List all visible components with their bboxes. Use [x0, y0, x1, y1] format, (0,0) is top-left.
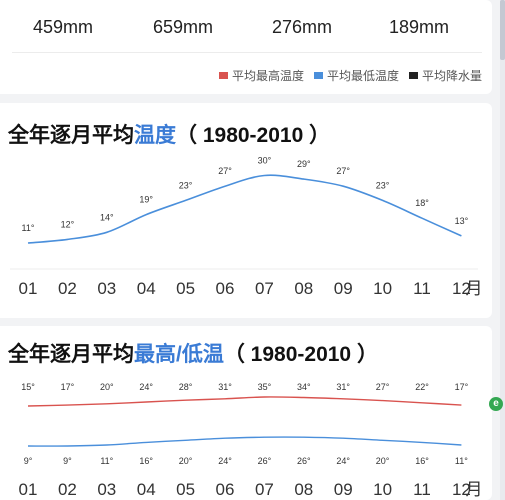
- high-data-label: 34°: [297, 382, 311, 392]
- high-low-temp-chart: 15° 17° 20° 24° 28° 31° 35° 34° 31° 27° 22° 17° 9° 9°…: [19, 382, 483, 499]
- low-data-label: 20°: [376, 456, 390, 466]
- x-tick-label: 02: [58, 279, 77, 298]
- x-tick-label: 09: [334, 279, 353, 298]
- low-data-label: 11°: [100, 456, 113, 466]
- divider: [12, 52, 482, 53]
- high-data-label: 31°: [336, 382, 350, 392]
- avg-temp-chart: 11° 12° 14° 19° 23° 27° 30° 29° 27° 23° 18° 13° 01 02…: [10, 156, 483, 298]
- high-temp-line: [27, 396, 462, 407]
- legend-label: 平均最低温度: [326, 69, 399, 83]
- data-label: 13°: [455, 216, 469, 226]
- legend-item-precip[interactable]: 平均降水量: [408, 67, 482, 84]
- low-data-label: 9°: [24, 456, 33, 466]
- x-tick-label: 04: [137, 480, 156, 499]
- high-data-label: 31°: [218, 382, 232, 392]
- x-tick-label: 11: [413, 480, 431, 499]
- data-label: 11°: [22, 223, 35, 233]
- legend-swatch-high: [218, 72, 228, 79]
- x-tick-label: 06: [216, 279, 235, 298]
- precip-value: 189mm: [389, 17, 450, 37]
- x-tick-label: 07: [255, 279, 274, 298]
- data-label: 23°: [179, 180, 193, 190]
- x-tick-label: 04: [137, 279, 156, 298]
- x-tick-label: 05: [176, 480, 195, 499]
- low-data-label: 16°: [415, 456, 429, 466]
- data-label: 29°: [297, 159, 311, 169]
- precip-value: 659mm: [153, 17, 214, 37]
- x-tick-label: 01: [19, 279, 38, 298]
- data-label: 27°: [218, 166, 232, 176]
- legend-label: 平均最高温度: [231, 69, 304, 83]
- title-prefix: 全年逐月平均: [8, 343, 134, 366]
- precipitation-card: 459mm 659mm 276mm 189mm 平均最高温度 平均最低温度 平均…: [0, 0, 492, 94]
- chart-legend: 平均最高温度 平均最低温度 平均降水量: [218, 67, 482, 84]
- high-data-label: 15°: [21, 382, 35, 392]
- data-label: 30°: [258, 156, 272, 166]
- x-tick-label: 07: [255, 480, 274, 499]
- high-data-label: 28°: [179, 382, 193, 392]
- high-low-temp-card: 全年逐月平均最高/低温（ 1980-2010 ） 15° 17° 20° 24° 28°…: [0, 326, 492, 500]
- x-tick-label: 12: [452, 480, 471, 499]
- data-label: 14°: [100, 212, 114, 222]
- high-data-label: 27°: [376, 382, 390, 392]
- title-suffix: （ 1980-2010 ）: [223, 343, 378, 366]
- low-data-label: 11°: [455, 456, 468, 466]
- legend-item-low[interactable]: 平均最低温度: [313, 67, 399, 84]
- title-prefix: 全年逐月平均: [8, 124, 134, 147]
- x-tick-label: 02: [58, 480, 77, 499]
- section-title: 全年逐月平均最高/低温（ 1980-2010 ）: [8, 338, 378, 368]
- title-highlight: 温度: [134, 124, 176, 147]
- data-label: 18°: [415, 198, 429, 208]
- x-tick-label: 01: [19, 480, 38, 499]
- avg-temp-card: 全年逐月平均温度（ 1980-2010 ） 11° 12° 14° 19° 23° 27°…: [0, 103, 492, 318]
- precip-value: 459mm: [33, 17, 94, 37]
- low-data-label: 26°: [297, 456, 311, 466]
- avg-temp-line: [27, 174, 462, 244]
- data-label: 23°: [376, 180, 390, 190]
- high-data-label: 20°: [100, 382, 114, 392]
- x-axis-unit: 月: [466, 279, 483, 298]
- low-temp-line: [27, 436, 462, 447]
- x-tick-label: 10: [373, 480, 392, 499]
- section-title: 全年逐月平均温度（ 1980-2010 ）: [8, 119, 330, 149]
- title-suffix: （ 1980-2010 ）: [176, 124, 331, 147]
- x-tick-label: 08: [294, 480, 313, 499]
- low-data-label: 9°: [63, 456, 72, 466]
- data-label: 19°: [139, 195, 153, 205]
- title-highlight: 最高/低温: [134, 343, 224, 366]
- high-data-label: 24°: [139, 382, 153, 392]
- x-tick-label: 10: [373, 279, 392, 298]
- data-label: 12°: [61, 219, 75, 229]
- scrollbar-thumb[interactable]: [500, 0, 505, 60]
- high-data-label: 35°: [258, 382, 272, 392]
- legend-label: 平均降水量: [421, 69, 482, 83]
- x-tick-label: 06: [216, 480, 235, 499]
- data-label: 27°: [336, 166, 350, 176]
- legend-item-high[interactable]: 平均最高温度: [218, 67, 304, 84]
- x-tick-label: 12: [452, 279, 471, 298]
- low-data-label: 24°: [218, 456, 232, 466]
- scrollbar[interactable]: [500, 0, 505, 500]
- browser-extension-icon[interactable]: e: [489, 397, 503, 411]
- high-data-label: 22°: [415, 382, 429, 392]
- low-data-label: 26°: [258, 456, 272, 466]
- high-data-label: 17°: [455, 382, 469, 392]
- x-tick-label: 11: [413, 279, 431, 298]
- x-tick-label: 09: [334, 480, 353, 499]
- x-tick-label: 05: [176, 279, 195, 298]
- low-data-label: 24°: [336, 456, 350, 466]
- precip-value: 276mm: [272, 17, 333, 37]
- x-tick-label: 03: [97, 279, 116, 298]
- high-data-label: 17°: [61, 382, 75, 392]
- low-data-label: 16°: [139, 456, 153, 466]
- low-data-label: 20°: [179, 456, 193, 466]
- x-tick-label: 08: [294, 279, 313, 298]
- legend-swatch-precip: [408, 72, 418, 79]
- legend-swatch-low: [313, 72, 323, 79]
- x-axis-unit: 月: [466, 480, 483, 499]
- x-tick-label: 03: [97, 480, 116, 499]
